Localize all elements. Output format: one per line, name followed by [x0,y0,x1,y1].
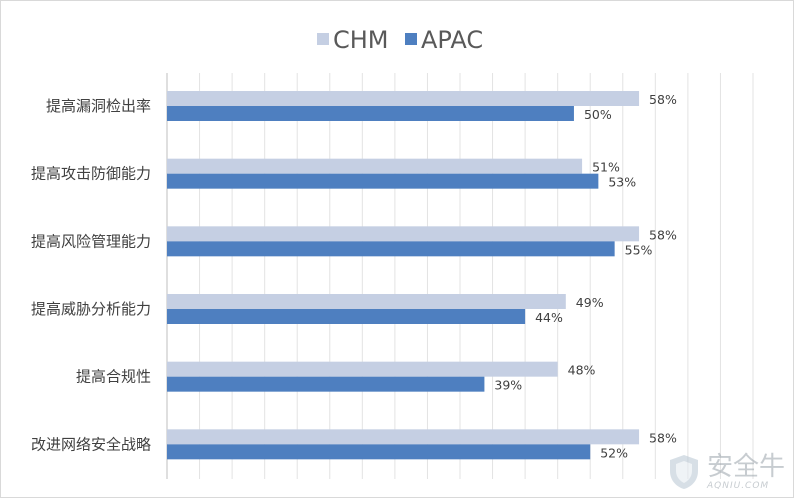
bar-apac [167,376,485,392]
category-label: 提高风险管理能力 [31,232,151,250]
legend-label-chm: CHM [333,26,389,54]
data-label-chm: 58% [649,227,677,242]
watermark-en: AQNIU.COM [706,481,770,491]
bar-chm [167,429,640,445]
bar-chm [167,158,583,174]
legend-label-apac: APAC [421,26,483,54]
category-label: 改进网络安全战略 [31,435,151,453]
category-label: 提高攻击防御能力 [31,165,151,183]
category-label: 提高漏洞检出率 [46,97,151,115]
bar-chm [167,361,558,377]
watermark-cn: 安全牛 [706,452,785,482]
bar-apac [167,444,591,460]
category-label: 提高合规性 [76,368,151,386]
data-label-chm: 58% [649,92,677,107]
legend-swatch-apac [405,33,417,45]
bar-apac [167,241,615,257]
data-label-chm: 58% [649,430,677,445]
data-label-apac: 39% [494,378,522,393]
data-label-apac: 44% [535,310,563,325]
bar-chm [167,226,640,242]
data-label-apac: 52% [600,445,628,460]
bar-chm [167,91,640,106]
bar-apac [167,173,599,189]
watermark: 安全牛 AQNIU.COM [667,453,785,491]
bar-apac [167,309,526,324]
data-label-apac: 55% [625,242,653,257]
bar-apac [167,106,574,121]
shield-logo-icon [669,455,698,489]
data-label-chm: 51% [592,160,620,175]
bar-chm [167,294,566,309]
legend-swatch-chm [317,33,329,45]
data-label-chm: 48% [568,363,596,378]
data-label-chm: 49% [576,295,604,310]
data-label-apac: 53% [608,175,636,190]
category-label: 提高威胁分析能力 [31,300,151,318]
data-label-apac: 50% [584,107,612,122]
